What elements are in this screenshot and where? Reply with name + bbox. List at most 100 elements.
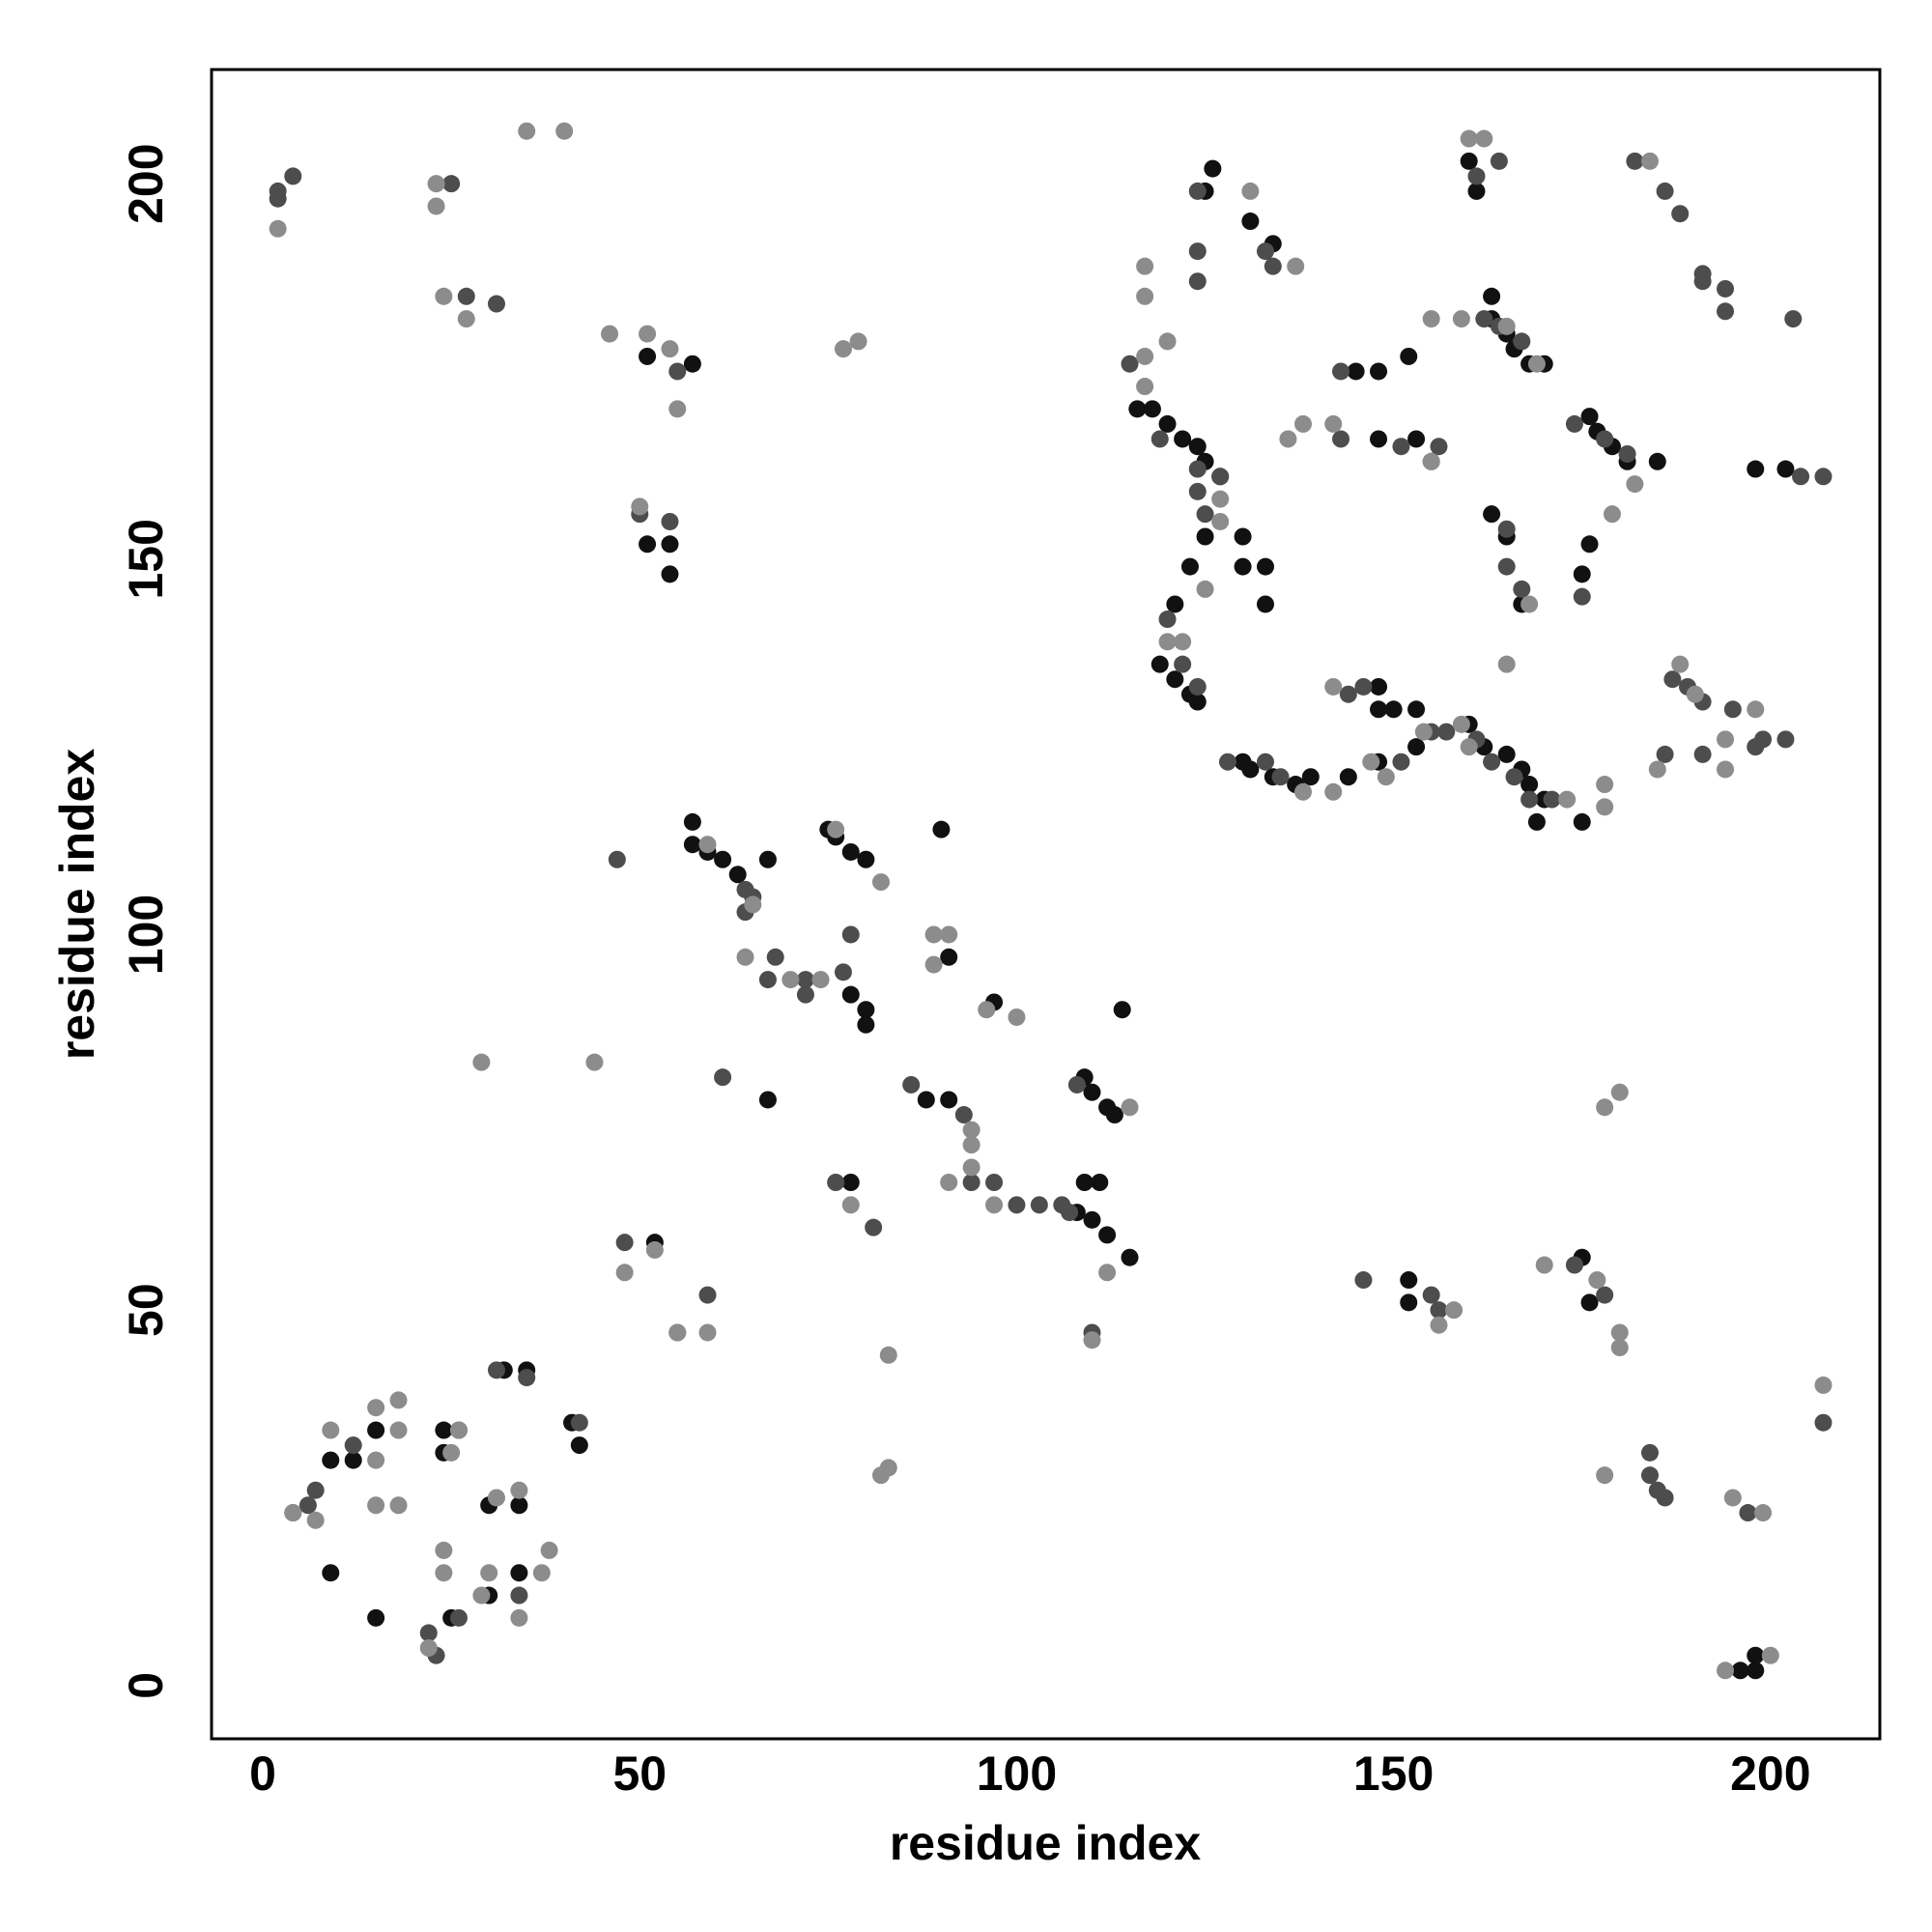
point — [841, 842, 860, 861]
point — [1497, 317, 1516, 335]
point — [427, 175, 445, 193]
point — [1339, 768, 1357, 786]
point — [298, 1496, 317, 1515]
point — [442, 175, 461, 193]
point — [344, 1451, 362, 1469]
point — [1475, 310, 1493, 328]
point — [1723, 1489, 1742, 1507]
point — [940, 925, 958, 944]
point — [1113, 1001, 1131, 1019]
x-tick-label: 0 — [249, 1747, 276, 1801]
point — [367, 1421, 385, 1439]
point — [1610, 1323, 1629, 1342]
point — [540, 1541, 558, 1559]
y-axis-title: residue index — [50, 749, 104, 1061]
point — [1105, 1106, 1123, 1124]
point — [1483, 505, 1501, 524]
point — [1460, 129, 1478, 148]
point — [1324, 782, 1343, 801]
point — [419, 1624, 438, 1642]
point — [585, 1053, 604, 1071]
point — [985, 1174, 1004, 1191]
point — [510, 1608, 528, 1627]
point — [1121, 1248, 1139, 1266]
point — [269, 189, 287, 208]
point — [1671, 205, 1690, 223]
point — [555, 122, 574, 140]
point — [1241, 213, 1260, 231]
point — [1241, 760, 1260, 779]
y-tick-label: 200 — [119, 143, 173, 223]
point — [728, 866, 747, 884]
point — [1430, 1301, 1448, 1320]
point — [1460, 152, 1478, 170]
point — [962, 1136, 980, 1154]
point — [1370, 430, 1388, 448]
point — [827, 1174, 845, 1191]
point — [518, 1369, 536, 1387]
point — [1437, 723, 1456, 741]
point — [1693, 272, 1712, 291]
point — [1370, 362, 1388, 381]
point — [1814, 468, 1833, 486]
point — [1490, 152, 1508, 170]
point — [940, 1174, 958, 1191]
point — [1030, 1196, 1048, 1214]
y-tick-label: 0 — [119, 1672, 173, 1699]
point — [480, 1564, 498, 1582]
point — [1211, 512, 1230, 530]
point — [419, 1638, 438, 1657]
point — [744, 895, 762, 914]
point — [1241, 182, 1260, 200]
point — [1400, 347, 1418, 365]
point — [1596, 798, 1614, 816]
point — [1256, 595, 1274, 613]
point — [1640, 1466, 1659, 1485]
point — [389, 1421, 408, 1439]
point — [932, 820, 951, 838]
point — [1460, 738, 1478, 756]
point — [1618, 444, 1636, 463]
point — [1392, 438, 1410, 456]
point — [698, 836, 717, 854]
point — [1671, 655, 1690, 673]
point — [1256, 557, 1274, 576]
point — [978, 1001, 996, 1019]
point — [1158, 611, 1177, 629]
point — [1143, 400, 1161, 418]
point — [1497, 745, 1516, 763]
point — [1370, 677, 1388, 696]
point — [1596, 1286, 1614, 1304]
point — [1083, 1083, 1101, 1101]
point — [1640, 152, 1659, 170]
point — [615, 1234, 634, 1252]
point — [1656, 745, 1674, 763]
point — [954, 1106, 973, 1124]
point — [1520, 776, 1539, 794]
point — [1083, 1210, 1101, 1229]
point — [1610, 1339, 1629, 1357]
point — [284, 1504, 302, 1522]
point — [661, 565, 679, 583]
point — [1747, 1646, 1765, 1664]
point — [1347, 362, 1365, 381]
point — [1717, 1662, 1735, 1680]
point — [1098, 1264, 1117, 1282]
point — [1166, 670, 1184, 689]
point — [1121, 355, 1139, 373]
point — [1128, 400, 1147, 418]
point — [1573, 565, 1591, 583]
point — [1196, 527, 1214, 546]
point — [1596, 430, 1614, 448]
point — [1731, 1662, 1749, 1680]
point — [269, 219, 287, 238]
point — [435, 287, 453, 305]
point — [1814, 1376, 1833, 1394]
point — [1603, 505, 1621, 524]
point — [1083, 1331, 1101, 1350]
point — [510, 1481, 528, 1499]
point — [1279, 430, 1297, 448]
point — [1188, 677, 1207, 696]
point — [1535, 1256, 1553, 1274]
point — [487, 1361, 505, 1379]
